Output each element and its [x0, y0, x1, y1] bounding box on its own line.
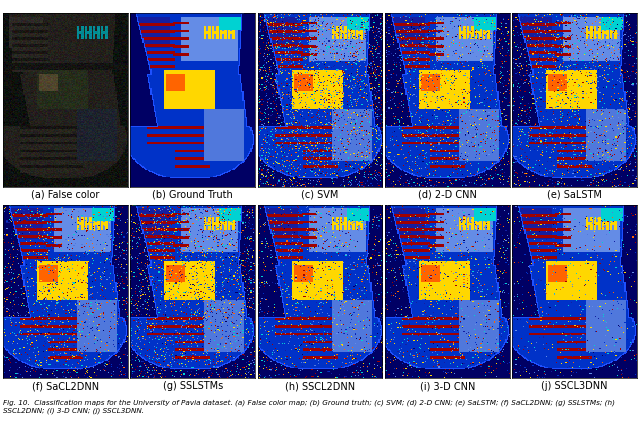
X-axis label: (i) 3-D CNN: (i) 3-D CNN	[420, 381, 475, 391]
X-axis label: (a) False color: (a) False color	[31, 189, 100, 199]
X-axis label: (e) SaLSTM: (e) SaLSTM	[547, 189, 602, 199]
X-axis label: (c) SVM: (c) SVM	[301, 189, 339, 199]
X-axis label: (j) SSCL3DNN: (j) SSCL3DNN	[541, 381, 608, 391]
X-axis label: (b) Ground Truth: (b) Ground Truth	[152, 189, 233, 199]
Text: Fig. 10.  Classification maps for the University of Pavia dataset. (a) False col: Fig. 10. Classification maps for the Uni…	[3, 400, 615, 414]
X-axis label: (g) SSLSTMs: (g) SSLSTMs	[163, 381, 223, 391]
X-axis label: (d) 2-D CNN: (d) 2-D CNN	[418, 189, 477, 199]
X-axis label: (f) SaCL2DNN: (f) SaCL2DNN	[32, 381, 99, 391]
X-axis label: (h) SSCL2DNN: (h) SSCL2DNN	[285, 381, 355, 391]
